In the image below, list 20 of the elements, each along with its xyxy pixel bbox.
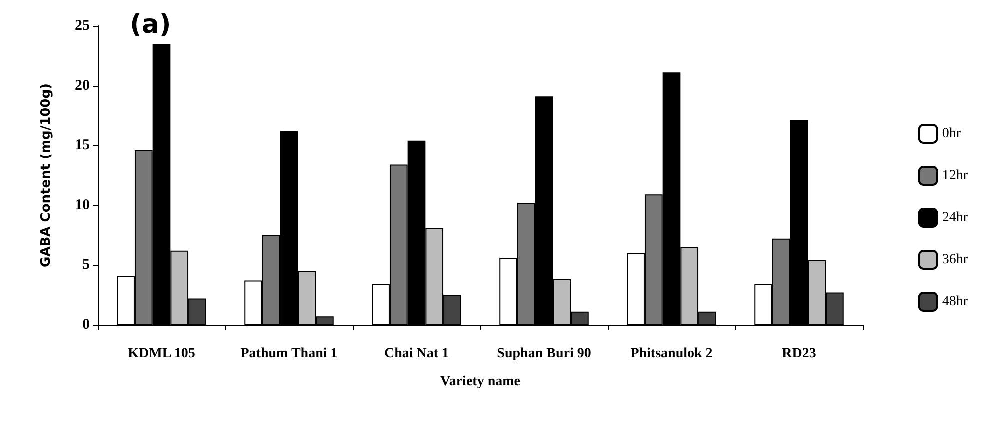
legend-label: 12hr [942, 168, 968, 184]
x-axis-title: Variety name [440, 374, 520, 390]
y-tick-label: 20 [75, 78, 90, 94]
legend-label: 0hr [942, 126, 962, 142]
x-tick-label: RD23 [782, 346, 816, 362]
x-tick-label: Chai Nat 1 [384, 346, 450, 362]
x-tick-label: KDML 105 [128, 346, 196, 362]
y-tick-label: 15 [75, 138, 90, 154]
legend-label: 24hr [942, 210, 968, 226]
y-tick-label: 25 [75, 18, 90, 34]
annotation: (a) [130, 10, 172, 40]
y-tick-label: 5 [82, 257, 90, 274]
x-tick-label: Phitsanulok 2 [630, 346, 713, 362]
x-tick-label: Pathum Thani 1 [240, 346, 338, 362]
x-tick-label: Suphan Buri 90 [497, 346, 592, 362]
legend-label: 48hr [942, 294, 968, 310]
y-tick-label: 0 [82, 317, 90, 333]
legend-label: 36hr [942, 252, 968, 268]
y-axis-title: GABA Content (mg/100g) [39, 84, 54, 268]
y-tick-label: 10 [75, 197, 90, 214]
